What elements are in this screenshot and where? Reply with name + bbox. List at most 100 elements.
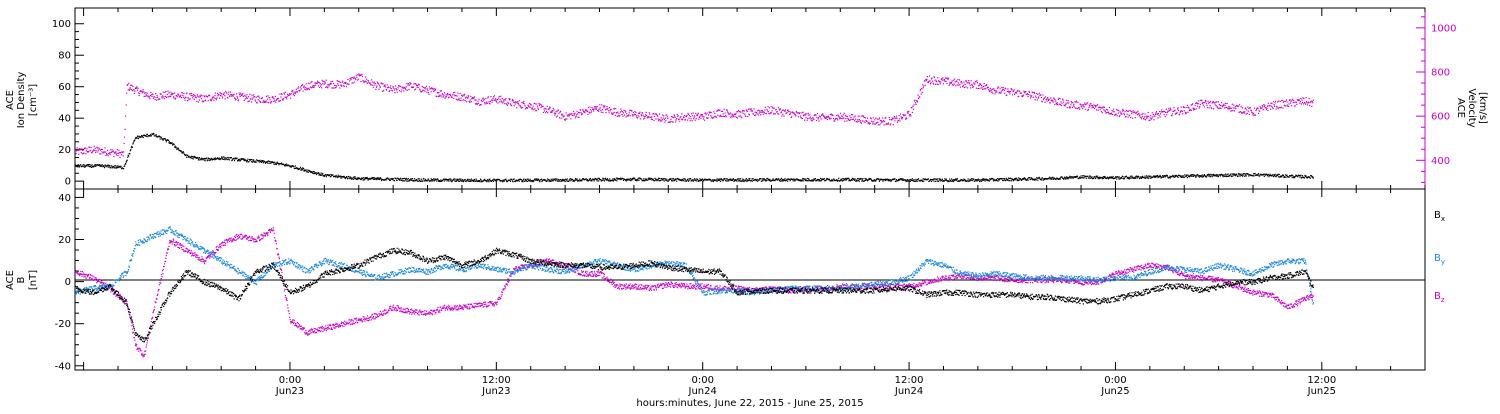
velocity-point [980, 88, 981, 89]
velocity-point [286, 98, 287, 99]
velocity-point [118, 150, 119, 151]
velocity-point [1080, 104, 1081, 105]
velocity-point [611, 112, 612, 113]
velocity-point [94, 150, 95, 151]
density-point [915, 181, 916, 182]
velocity-point [127, 84, 128, 85]
velocity-point [417, 87, 418, 88]
density-point [1206, 175, 1207, 176]
density-point [627, 180, 628, 181]
density-point [111, 165, 112, 166]
density-point [86, 165, 87, 166]
velocity-point [838, 114, 839, 115]
velocity-point [561, 118, 562, 119]
velocity-point [1309, 105, 1310, 106]
velocity-point [752, 111, 753, 112]
velocity-point [725, 115, 726, 116]
velocity-point [162, 97, 163, 98]
velocity-point [779, 110, 780, 111]
density-point [480, 181, 481, 182]
velocity-point [693, 112, 694, 113]
velocity-point [1081, 106, 1082, 107]
velocity-point [721, 111, 722, 112]
velocity-point [724, 116, 725, 117]
density-point [270, 161, 271, 162]
velocity-point [488, 101, 489, 102]
velocity-point [932, 81, 933, 82]
density-point [1170, 177, 1171, 178]
velocity-point [197, 94, 198, 95]
legend-bz-sub: z [1441, 296, 1445, 304]
velocity-point [133, 89, 134, 90]
density-tick-label: 60 [58, 82, 71, 93]
density-point [234, 160, 235, 161]
velocity-point [486, 101, 487, 102]
velocity-point [1220, 108, 1221, 109]
density-point [475, 181, 476, 182]
velocity-point [558, 113, 559, 114]
density-point [944, 178, 945, 179]
velocity-point [1108, 112, 1109, 113]
velocity-point [393, 88, 394, 89]
velocity-point [163, 92, 164, 93]
velocity-point [1252, 114, 1253, 115]
velocity-point [403, 90, 404, 91]
velocity-point [1040, 94, 1041, 95]
density-point [784, 178, 785, 179]
velocity-point [1232, 104, 1233, 105]
density-point [166, 141, 167, 142]
velocity-point [734, 116, 735, 117]
density-point [1138, 177, 1139, 178]
velocity-point [1305, 104, 1306, 105]
velocity-point [333, 83, 334, 84]
velocity-point [849, 115, 850, 116]
velocity-point [253, 97, 254, 98]
velocity-point [753, 113, 754, 114]
velocity-point [1177, 108, 1178, 109]
velocity-point [105, 152, 106, 153]
velocity-point [1303, 98, 1304, 99]
density-point [693, 181, 694, 182]
velocity-point [342, 81, 343, 82]
velocity-point [105, 155, 106, 156]
velocity-point [434, 88, 435, 89]
density-point [766, 180, 767, 181]
velocity-point [504, 99, 505, 100]
velocity-point [1168, 111, 1169, 112]
density-point [199, 157, 200, 158]
velocity-point [523, 101, 524, 102]
velocity-point [280, 96, 281, 97]
density-point [752, 178, 753, 179]
velocity-point [808, 115, 809, 116]
velocity-point [805, 115, 806, 116]
velocity-point [646, 115, 647, 116]
density-point [1190, 175, 1191, 176]
velocity-point [366, 81, 367, 82]
density-point [322, 173, 323, 174]
velocity-point [1025, 91, 1026, 92]
velocity-point [358, 74, 359, 75]
velocity-point [444, 98, 445, 99]
velocity-point [453, 98, 454, 99]
x-tick-time: 12:00 [482, 375, 511, 386]
density-point [310, 171, 311, 172]
velocity-point [397, 92, 398, 93]
velocity-point [1017, 90, 1018, 91]
velocity-point [1284, 105, 1285, 106]
velocity-point [193, 96, 194, 97]
density-point [562, 179, 563, 180]
velocity-point [730, 112, 731, 113]
velocity-point [239, 93, 240, 94]
density-point [209, 158, 210, 159]
velocity-point [341, 85, 342, 86]
velocity-point [732, 114, 733, 115]
velocity-point [1241, 106, 1242, 107]
velocity-point [1082, 104, 1083, 105]
velocity-point [1250, 107, 1251, 108]
velocity-point [882, 117, 883, 118]
velocity-point [596, 108, 597, 109]
density-point [1090, 176, 1091, 177]
velocity-point [265, 100, 266, 101]
velocity-point [645, 116, 646, 117]
density-point [1192, 176, 1193, 177]
